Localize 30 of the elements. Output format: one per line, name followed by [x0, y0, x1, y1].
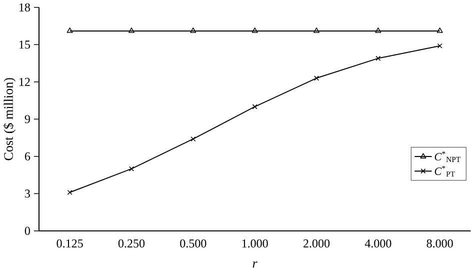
y-tick-label: 12 [19, 78, 30, 86]
x-tick-label: 1.000 [242, 239, 268, 248]
y-tick-label: 18 [19, 3, 30, 12]
point [252, 104, 258, 110]
y-tick-label: 6 [24, 152, 30, 160]
y-tick-label: 9 [24, 115, 30, 124]
x-tick-label: 0.250 [118, 239, 145, 248]
point [66, 28, 73, 33]
point [375, 28, 382, 33]
point [437, 43, 442, 48]
x-tick-label: 2.000 [304, 239, 330, 248]
point [128, 28, 135, 33]
y-axis-title: Cost ($ million) [3, 78, 16, 160]
y-tick-label: 15 [19, 40, 30, 49]
x-axis-title: r [252, 261, 258, 268]
point [436, 28, 443, 33]
point [313, 28, 320, 33]
point [128, 166, 134, 172]
x-tick-label: 4.000 [364, 239, 392, 248]
y-tick-label: 3 [25, 190, 30, 198]
x-tick-label: 0.500 [180, 239, 206, 248]
point [190, 28, 196, 33]
point [67, 190, 72, 195]
point [376, 56, 381, 61]
point [190, 136, 196, 142]
x-tick-label: 0.125 [56, 239, 83, 248]
y-tick-label: 0 [24, 226, 30, 235]
x-tick-label: 8.000 [426, 239, 453, 248]
point [314, 76, 320, 81]
point [252, 28, 258, 33]
